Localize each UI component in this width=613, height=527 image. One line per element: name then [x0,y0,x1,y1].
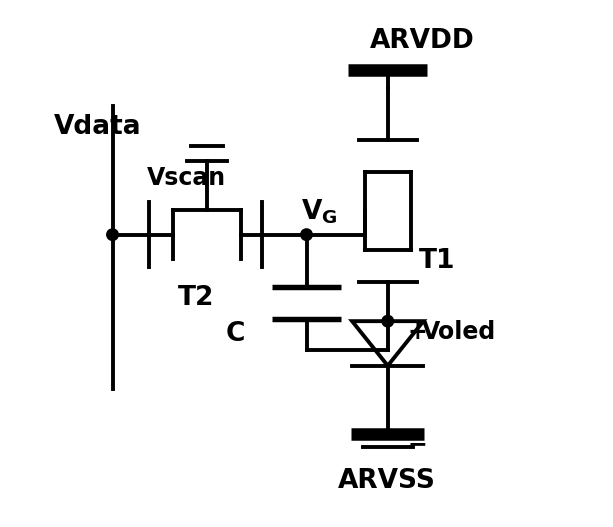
Text: $\mathbf{V_G}$: $\mathbf{V_G}$ [301,197,338,226]
Text: +: + [408,320,427,344]
Text: Vscan: Vscan [147,166,226,190]
Circle shape [382,315,394,327]
Text: T1: T1 [419,248,455,274]
Text: T2: T2 [178,285,215,310]
Text: Vdata: Vdata [54,114,142,140]
Text: ARVSS: ARVSS [338,468,436,494]
Circle shape [107,229,118,240]
Text: Voled: Voled [422,320,496,344]
Text: ARVDD: ARVDD [370,28,474,54]
Circle shape [301,229,312,240]
Text: −: − [408,432,427,456]
Text: C: C [225,321,245,347]
